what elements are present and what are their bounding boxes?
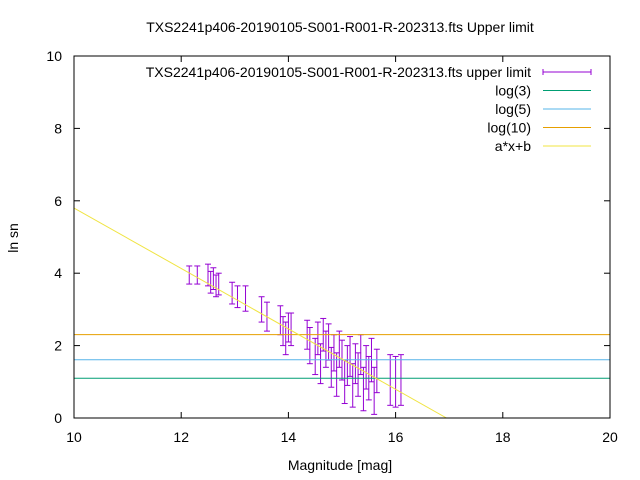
plot-area [74, 207, 610, 418]
data-point [322, 330, 329, 368]
data-point [371, 366, 378, 415]
data-point [397, 354, 404, 406]
data-point [317, 343, 324, 385]
data-point [336, 330, 343, 368]
data-point [213, 274, 220, 298]
legend-label: log(5) [495, 101, 531, 117]
data-point [363, 345, 370, 390]
y-tick-label: 10 [46, 48, 62, 64]
x-tick-label: 10 [66, 429, 82, 445]
data-point [344, 345, 351, 386]
data-point [392, 355, 399, 408]
axes: 10 12 14 16 18 20 0 2 4 6 8 10 [46, 48, 618, 445]
data-point [306, 327, 313, 365]
chart-title: TXS2241p406-20190105-S001-R001-R-202313.… [146, 19, 534, 35]
plot-frame [73, 55, 611, 419]
data-point [325, 323, 332, 361]
x-tick-label: 14 [281, 429, 297, 445]
data-point [373, 348, 380, 394]
data-point [258, 296, 265, 323]
data-point [242, 285, 249, 312]
data-point [280, 316, 287, 347]
y-axis-label: ln sn [5, 223, 21, 253]
data-point [288, 312, 295, 347]
data-point [341, 359, 348, 405]
data-point [234, 285, 241, 309]
y-tick-label: 4 [54, 265, 62, 281]
legend-label: log(10) [487, 120, 531, 136]
y-tick-label: 6 [54, 193, 62, 209]
data-point [229, 281, 236, 305]
data-point [277, 305, 284, 336]
y-tick-label: 0 [54, 410, 62, 426]
legend-label: log(3) [495, 83, 531, 99]
data-point [215, 272, 222, 296]
fit-line [74, 207, 447, 418]
legend-label: TXS2241p406-20190105-S001-R001-R-202313.… [146, 64, 531, 80]
x-axis-label: Magnitude [mag] [288, 457, 392, 473]
y-tick-label: 8 [54, 120, 62, 136]
data-point [352, 343, 359, 385]
legend-swatch [542, 69, 592, 75]
data-point [387, 354, 394, 406]
x-tick-label: 16 [388, 429, 404, 445]
data-point [210, 267, 217, 290]
data-point [186, 265, 193, 285]
data-point [328, 346, 335, 388]
x-tick-label: 18 [495, 429, 511, 445]
data-point [205, 263, 211, 287]
x-tick-label: 12 [173, 429, 189, 445]
legend: TXS2241p406-20190105-S001-R001-R-202313.… [146, 64, 592, 154]
data-point [194, 265, 201, 285]
data-point [347, 336, 354, 377]
data-point [314, 321, 321, 356]
x-tick-label: 20 [602, 429, 618, 445]
y-tick-label: 2 [54, 338, 62, 354]
data-point [349, 363, 356, 408]
legend-label: a*x+b [495, 138, 531, 154]
